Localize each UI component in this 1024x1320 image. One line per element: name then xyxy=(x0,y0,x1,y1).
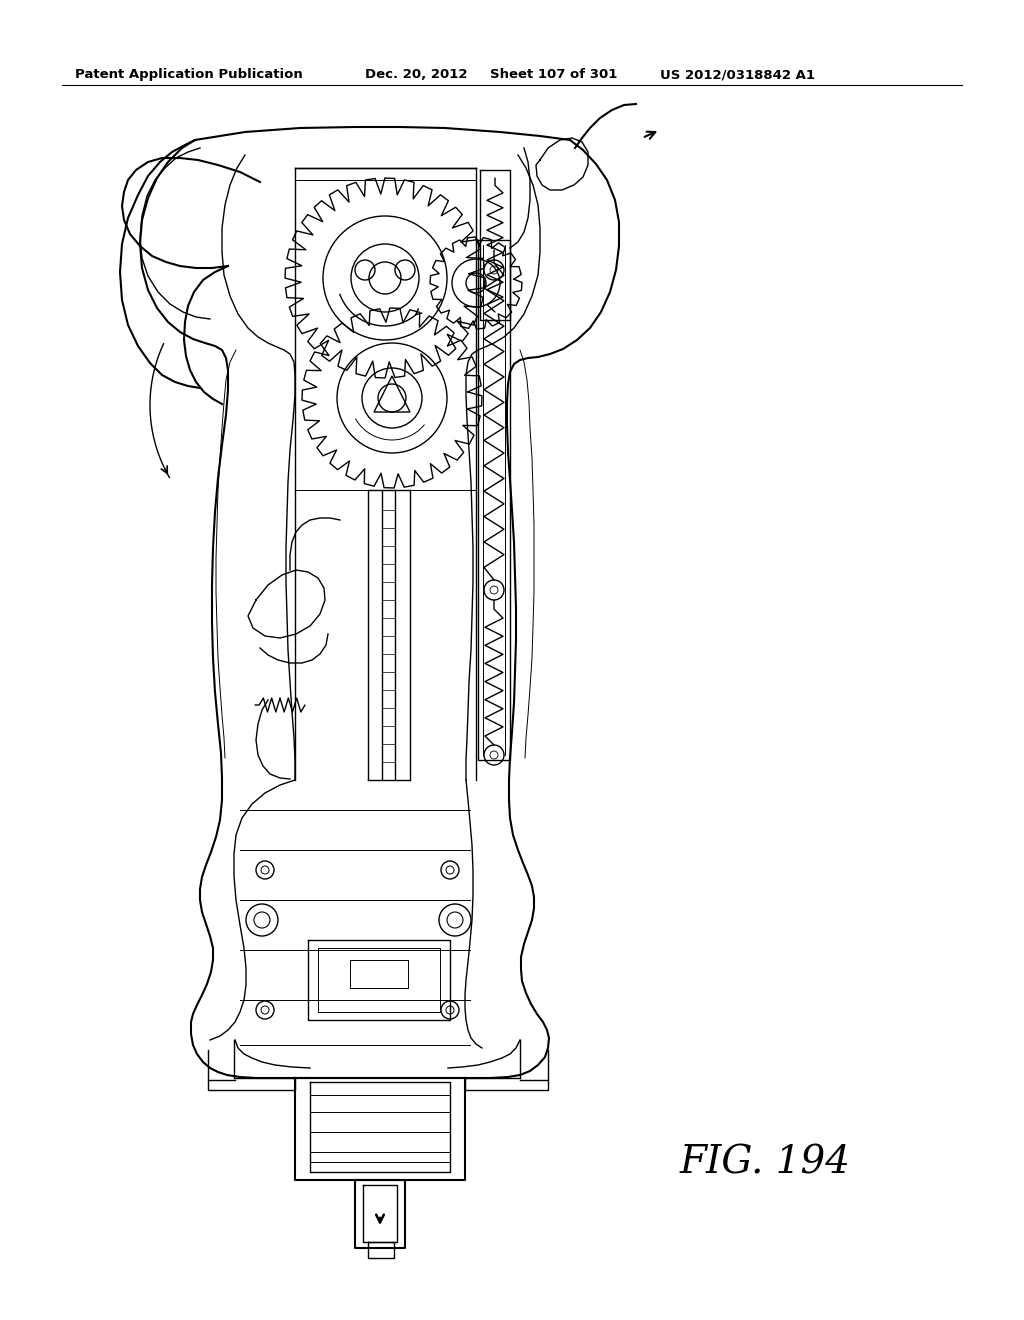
Text: Sheet 107 of 301: Sheet 107 of 301 xyxy=(490,69,617,81)
Text: Patent Application Publication: Patent Application Publication xyxy=(75,69,303,81)
Text: US 2012/0318842 A1: US 2012/0318842 A1 xyxy=(660,69,815,81)
Text: Dec. 20, 2012: Dec. 20, 2012 xyxy=(365,69,468,81)
Text: FIG. 194: FIG. 194 xyxy=(680,1144,851,1181)
